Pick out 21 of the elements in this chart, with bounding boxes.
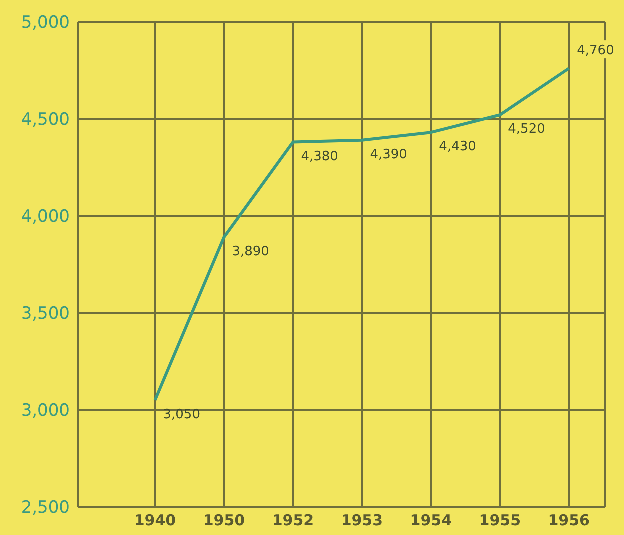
x-tick-label: 1940 <box>134 512 176 530</box>
x-tick-label: 1956 <box>548 512 590 530</box>
x-tick-label: 1952 <box>272 512 314 530</box>
data-label: 4,380 <box>301 149 338 164</box>
y-tick-label: 4,500 <box>21 110 70 130</box>
line-series <box>154 67 571 402</box>
y-tick-label: 5,000 <box>21 13 70 34</box>
x-tick-label: 1950 <box>203 512 246 530</box>
y-tick-label: 3,500 <box>21 304 70 324</box>
x-tick-label: 1954 <box>410 512 452 530</box>
x-tick-label: 1953 <box>341 512 384 530</box>
data-label: 3,050 <box>163 407 200 422</box>
data-label: 4,430 <box>439 140 476 155</box>
data-label: 4,520 <box>508 122 546 138</box>
x-tick-label: 1955 <box>479 512 522 530</box>
data-label: 4,760 <box>577 44 614 59</box>
y-tick-label: 4,000 <box>21 207 70 228</box>
y-tick-label: 3,000 <box>21 401 70 422</box>
data-label: 3,890 <box>232 244 270 260</box>
data-label: 4,390 <box>370 147 408 162</box>
y-tick-label: 2,500 <box>21 498 70 518</box>
